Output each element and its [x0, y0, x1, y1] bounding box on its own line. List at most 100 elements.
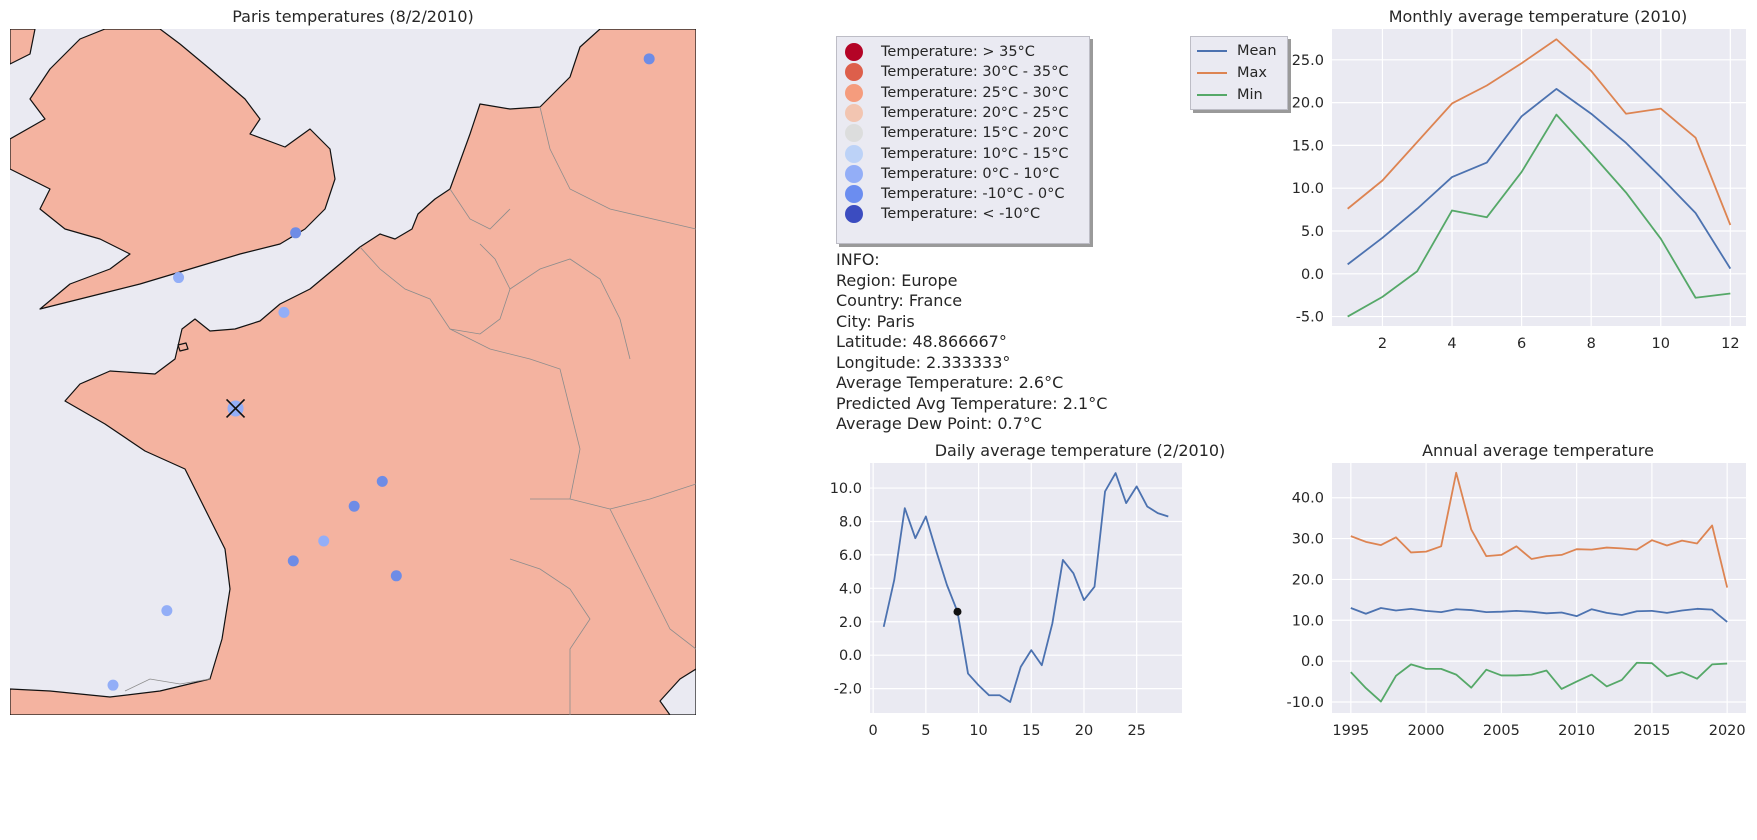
y-tick-label: 0.0 [1301, 654, 1324, 670]
y-tick-label: 6.0 [839, 548, 862, 564]
selected-city-cross [225, 398, 246, 419]
city-markers [107, 53, 655, 691]
legend-label: Temperature: > 35°C [881, 44, 1035, 60]
legend-item: Temperature: 25°C - 30°C [845, 82, 1068, 104]
legend-marker [845, 164, 863, 183]
x-tick-label: 10 [1652, 336, 1670, 352]
legend-item: Temperature: 20°C - 25°C [845, 102, 1068, 124]
x-tick-label: 2015 [1633, 723, 1670, 739]
city-marker-2 [173, 272, 185, 284]
legend-item: Temperature: 0°C - 10°C [845, 163, 1059, 185]
x-tick-label: 2020 [1709, 723, 1746, 739]
x-tick-label: 10 [969, 723, 987, 739]
legend-marker [845, 103, 863, 122]
y-tick-label: -2.0 [834, 682, 862, 698]
x-tick-label: 25 [1127, 723, 1145, 739]
legend-item: Temperature: -10°C - 0°C [845, 183, 1064, 205]
city-marker-3 [278, 306, 290, 318]
x-tick-label: 5 [921, 723, 930, 739]
x-tick-label: 2005 [1483, 723, 1520, 739]
grid [870, 463, 1182, 713]
x-tick-label: 0 [869, 723, 878, 739]
city-marker-4 [287, 555, 299, 567]
continent-coast [10, 29, 696, 715]
y-tick-label: 20.0 [1292, 572, 1324, 588]
x-tick-label: 2010 [1558, 723, 1595, 739]
annual-chart-title: Annual average temperature [1422, 441, 1654, 460]
info-line: INFO: [836, 250, 880, 269]
y-tick-label: 4.0 [839, 581, 862, 597]
legend-marker [845, 144, 863, 163]
y-tick-label: 10.0 [1292, 613, 1324, 629]
legend-marker [845, 63, 863, 82]
legend-marker [845, 43, 863, 61]
series-line-0 [882, 472, 1169, 703]
series-legend-label: Mean [1237, 43, 1277, 59]
city-marker-10 [107, 679, 119, 691]
legend-marker [845, 185, 863, 204]
x-tick-label: 20 [1075, 723, 1093, 739]
series-legend-label: Max [1237, 65, 1267, 81]
x-tick-label: 12 [1721, 336, 1739, 352]
info-line: City: Paris [836, 311, 915, 331]
info-panel: INFO: Region: Europe Country: France City: … [836, 250, 1107, 435]
map-title: Paris temperatures (8/2/2010) [232, 7, 474, 26]
info-line: Country: France [836, 291, 963, 310]
city-marker-0 [643, 53, 655, 65]
city-marker-9 [161, 605, 173, 617]
series-legend-line [1197, 50, 1227, 52]
y-tick-label: 40.0 [1292, 491, 1324, 507]
y-tick-label: 8.0 [839, 514, 862, 530]
x-tick-label: 8 [1587, 336, 1596, 352]
south-coast [659, 668, 696, 715]
city-marker-7 [318, 535, 330, 547]
city-marker-1 [290, 227, 302, 239]
series-legend: Mean Max Min [1190, 36, 1288, 110]
city-marker-8 [390, 570, 402, 582]
series-line-2 [1350, 661, 1728, 703]
legend-marker [845, 124, 863, 143]
legend-label: Temperature: 10°C - 15°C [881, 145, 1069, 162]
y-tick-label: -10.0 [1286, 695, 1324, 711]
x-tick-label: 15 [1022, 723, 1040, 739]
info-line: Predicted Avg Temperature: 2.1°C [836, 393, 1108, 413]
map-land [10, 29, 696, 715]
info-line: Region: Europe [836, 270, 958, 290]
city-marker-6 [376, 475, 388, 487]
y-tick-label: -5.0 [1296, 310, 1324, 326]
series-line-1 [1347, 38, 1732, 226]
daily-chart: 0 5 10 15 20 25 -2.0 0.0 2.0 4.0 6.0 8.0 10.0 [830, 463, 1182, 739]
series-line-1 [1350, 471, 1729, 588]
y-tick-label: 15.0 [1292, 138, 1324, 154]
info-line: Longitude: 2.333333° [836, 352, 1011, 372]
legend-marker [845, 205, 863, 224]
legend-label: Temperature: 25°C - 30°C [881, 84, 1069, 101]
legend-item: Temperature: 10°C - 15°C [845, 143, 1068, 165]
y-tick-label: 2.0 [839, 615, 862, 631]
series-legend-line [1197, 72, 1227, 74]
plot-background [1332, 29, 1746, 326]
y-tick-label: 0.0 [1301, 267, 1324, 283]
series-legend-line [1197, 94, 1227, 96]
y-tick-label: 20.0 [1292, 96, 1324, 112]
legend-label: Temperature: < -10°C [881, 206, 1041, 223]
legend-label: Temperature: 15°C - 20°C [881, 125, 1069, 142]
ireland [10, 29, 36, 65]
highlight-point [953, 607, 962, 616]
x-tick-label: 2000 [1408, 723, 1445, 739]
y-tick-label: 10.0 [830, 481, 862, 497]
info-line: Average Dew Point: 0.7°C [836, 414, 1042, 433]
series-legend-item: Min [1197, 84, 1263, 106]
legend-label: Temperature: 0°C - 10°C [881, 165, 1060, 182]
series-legend-label: Min [1237, 87, 1263, 103]
channel-island [177, 342, 189, 352]
x-tick-label: 1995 [1332, 723, 1369, 739]
legend-item: Temperature: > 35°C [845, 41, 1035, 63]
y-tick-label: 10.0 [1292, 181, 1324, 197]
x-tick-label: 2 [1378, 336, 1387, 352]
series-line-2 [1347, 113, 1731, 318]
annual-chart: 1995 2000 2005 2010 2015 2020 -10.0 0.0 10.0 20.0… [1286, 463, 1746, 739]
city-marker-5 [348, 500, 360, 512]
monthly-chart-title: Monthly average temperature (2010) [1388, 7, 1688, 26]
series-line-0 [1347, 88, 1732, 270]
